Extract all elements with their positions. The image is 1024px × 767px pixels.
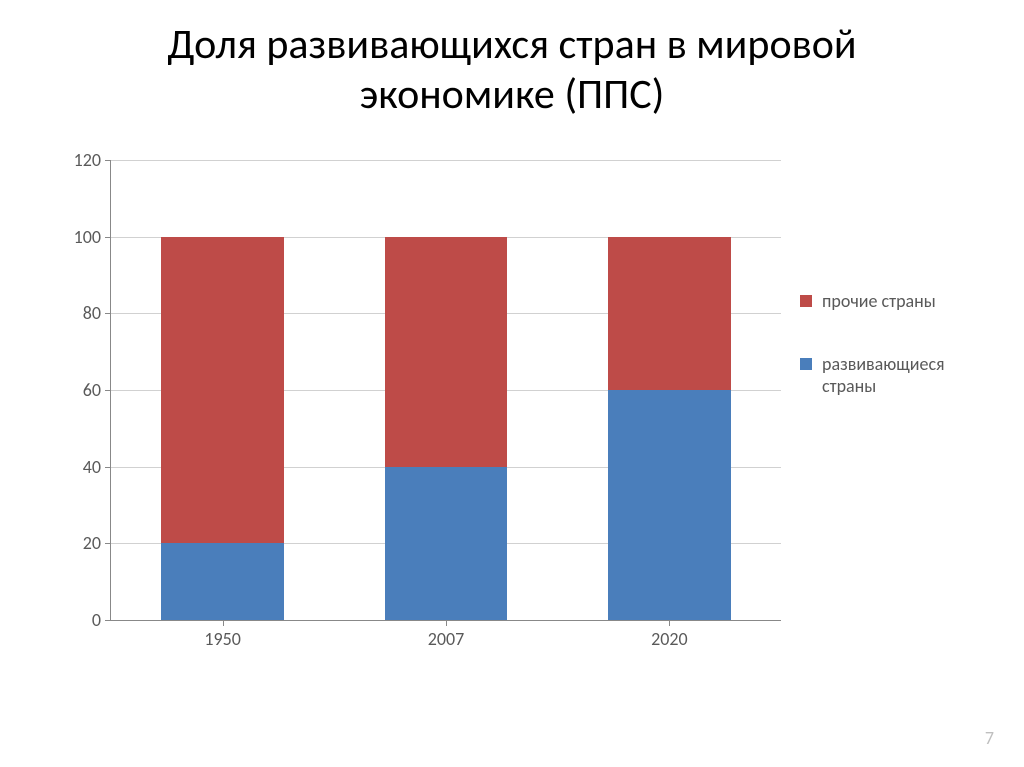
y-tick [105, 543, 111, 544]
legend-item-developing: развивающиеся страны [800, 353, 990, 398]
y-axis-label: 60 [61, 379, 101, 401]
x-tick [669, 620, 670, 626]
x-axis-label: 2020 [651, 628, 688, 650]
legend-swatch [800, 358, 812, 370]
y-tick [105, 237, 111, 238]
legend-label: прочие страны [822, 290, 936, 313]
y-axis-label: 40 [61, 456, 101, 478]
plot-area: 020406080100120195020072020 [110, 160, 781, 621]
y-tick [105, 160, 111, 161]
bar-group [161, 237, 284, 620]
y-axis-label: 100 [61, 226, 101, 248]
y-tick [105, 467, 111, 468]
y-tick [105, 313, 111, 314]
y-axis-label: 0 [61, 609, 101, 631]
bar-segment-developing [608, 390, 731, 620]
chart-container: 020406080100120195020072020 прочие стран… [30, 150, 990, 670]
y-tick [105, 620, 111, 621]
bar-segment-other [385, 237, 508, 467]
y-axis-label: 80 [61, 302, 101, 324]
legend-item-other: прочие страны [800, 290, 990, 313]
page-number: 7 [985, 727, 994, 749]
x-tick [446, 620, 447, 626]
bar-segment-other [161, 237, 284, 544]
y-axis-label: 120 [61, 149, 101, 171]
bar-segment-developing [161, 543, 284, 620]
legend-label: развивающиеся страны [822, 353, 990, 398]
bar-group [385, 237, 508, 620]
legend: прочие страны развивающиеся страны [800, 290, 990, 438]
y-tick [105, 390, 111, 391]
chart-title: Доля развивающихся стран в мировой эконо… [0, 0, 1024, 131]
x-axis-label: 1950 [204, 628, 241, 650]
x-axis-label: 2007 [428, 628, 465, 650]
x-tick [223, 620, 224, 626]
grid-line [111, 160, 781, 161]
bar-group [608, 237, 731, 620]
legend-swatch [800, 295, 812, 307]
bar-segment-developing [385, 467, 508, 620]
y-axis-label: 20 [61, 532, 101, 554]
bar-segment-other [608, 237, 731, 390]
